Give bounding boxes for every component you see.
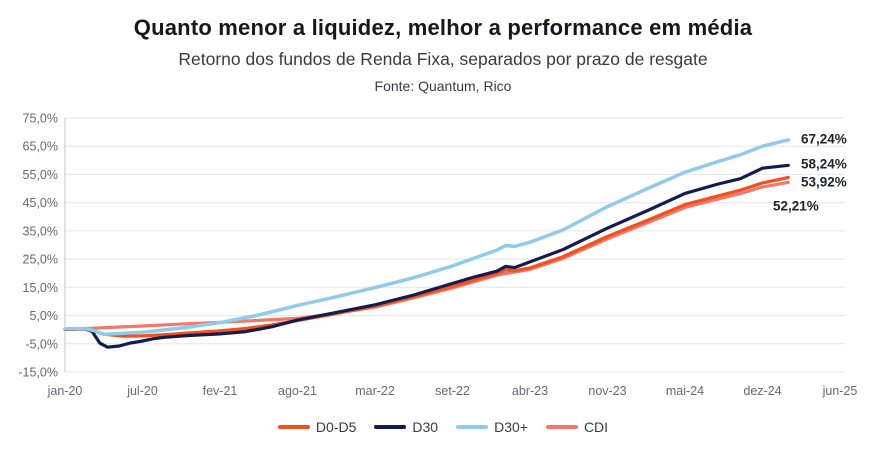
- chart-legend: D0-D5 D30 D30+ CDI: [0, 419, 886, 435]
- y-tick-label: 65,0%: [23, 140, 58, 154]
- legend-item-cdi: CDI: [545, 419, 609, 435]
- series-line-d30: [63, 163, 790, 349]
- x-tick-label: abr-23: [512, 384, 548, 398]
- x-tick-label: nov-23: [588, 384, 626, 398]
- x-tick-label: jul-20: [126, 384, 158, 398]
- x-tick-label: jun-25: [822, 384, 858, 398]
- legend-swatch-d0-d5-icon: [277, 425, 310, 429]
- legend-swatch-d30plus-icon: [456, 425, 489, 429]
- chart-source: Fonte: Quantum, Rico: [374, 78, 512, 95]
- x-tick-label: fev-21: [203, 384, 238, 398]
- chart-subtitle: Retorno dos fundos de Renda Fixa, separa…: [178, 49, 708, 70]
- series-line-d0-d5: [63, 175, 790, 338]
- x-tick-label: set-22: [435, 384, 470, 398]
- y-tick-label: 5,0%: [30, 309, 59, 323]
- legend-label-d30: D30: [412, 419, 439, 435]
- x-tick-label: ago-21: [278, 384, 317, 398]
- legend-item-d30: D30: [374, 419, 438, 435]
- legend-item-d30plus: D30+: [456, 419, 528, 435]
- chart-header: Quanto menor a liquidez, melhor a perfor…: [0, 15, 886, 94]
- end-value-label: 53,92%: [801, 175, 847, 190]
- legend-label-d30plus: D30+: [494, 419, 528, 435]
- end-value-label: 67,24%: [801, 132, 847, 147]
- y-tick-label: 25,0%: [23, 253, 58, 267]
- end-value-label: 52,21%: [773, 199, 819, 214]
- x-tick-label: mai-24: [666, 384, 704, 398]
- legend-label-d0-d5: D0-D5: [315, 419, 357, 435]
- y-tick-label: 35,0%: [23, 224, 58, 238]
- chart-title: Quanto menor a liquidez, melhor a perfor…: [133, 15, 753, 40]
- legend-item-d0-d5: D0-D5: [277, 419, 357, 435]
- x-tick-label: dez-24: [743, 384, 781, 398]
- x-tick-label: jan-20: [47, 384, 83, 398]
- y-tick-label: -5,0%: [25, 337, 58, 351]
- x-tick-label: mar-22: [355, 384, 395, 398]
- y-tick-label: -15,0%: [18, 366, 58, 380]
- end-value-label: 58,24%: [801, 157, 847, 172]
- y-tick-label: 45,0%: [23, 196, 58, 210]
- y-tick-label: 15,0%: [23, 281, 58, 295]
- legend-swatch-cdi-icon: [545, 425, 578, 429]
- series-line-d30-: [63, 138, 791, 336]
- legend-swatch-d30-icon: [374, 425, 407, 429]
- series-line-cdi: [63, 180, 790, 331]
- y-tick-label: 55,0%: [23, 168, 58, 182]
- y-tick-label: 75,0%: [23, 112, 58, 126]
- legend-label-cdi: CDI: [583, 419, 609, 435]
